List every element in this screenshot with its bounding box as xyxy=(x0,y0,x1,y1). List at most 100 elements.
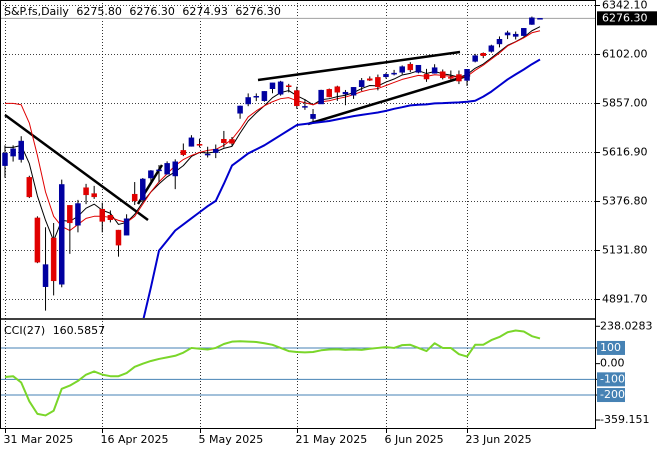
x-tick-label: 31 Mar 2025 xyxy=(4,433,74,446)
candle-body xyxy=(99,208,106,222)
candle-body xyxy=(75,203,81,226)
candle-body xyxy=(140,178,146,201)
candle-body xyxy=(294,90,300,107)
candle-body xyxy=(91,193,97,198)
y-tick-label: 0.00 xyxy=(600,357,625,370)
candle-body xyxy=(180,150,187,155)
candle-body xyxy=(375,77,381,87)
candle-body xyxy=(123,218,130,236)
candle-body xyxy=(26,177,33,198)
ohlc-high: 6276.30 xyxy=(129,5,175,18)
candle-body xyxy=(83,187,89,196)
candle-body xyxy=(415,64,422,73)
x-tick-label: 6 Jun 2025 xyxy=(385,433,444,446)
candle-body xyxy=(512,33,519,37)
level-tag xyxy=(597,388,625,403)
candle-body xyxy=(342,91,349,95)
candle-body xyxy=(42,264,49,287)
trend-line xyxy=(4,113,149,222)
x-tick-label: 21 May 2025 xyxy=(296,433,368,446)
candle-body xyxy=(172,161,178,177)
candle-body xyxy=(423,74,430,80)
candle-body xyxy=(318,89,324,105)
candle-body xyxy=(253,96,260,98)
candle-body xyxy=(399,66,405,73)
y-tick-label: 5376.80 xyxy=(602,195,648,208)
candle-body xyxy=(204,153,211,156)
candle-body xyxy=(358,80,365,87)
candle-body xyxy=(488,45,495,52)
candle-body xyxy=(188,137,195,147)
cci-last-value: 160.5857 xyxy=(53,324,106,337)
ohlc-open: 6275.80 xyxy=(76,5,122,18)
level-tag xyxy=(597,372,625,387)
candle-body xyxy=(521,28,527,36)
y-tick-label: -359.151 xyxy=(600,413,649,426)
candle-body xyxy=(439,71,446,79)
current-price-tag xyxy=(597,11,657,26)
candle-body xyxy=(334,86,341,93)
candle-body xyxy=(67,205,73,224)
y-tick-label: 100 xyxy=(600,341,621,354)
header: S&P.fs,Daily 6275.80 6276.30 6274.93 627… xyxy=(4,5,281,18)
candle-body xyxy=(2,152,8,166)
candle-body xyxy=(115,229,122,246)
candle-body xyxy=(472,55,478,62)
candle-body xyxy=(107,215,114,221)
y-tick-label: 5131.80 xyxy=(602,244,648,257)
y-tick-label: 6342.10 xyxy=(602,0,648,12)
candle-body xyxy=(34,217,41,263)
level-tag xyxy=(597,340,625,355)
x-tick-label: 5 May 2025 xyxy=(199,433,264,446)
candle-body xyxy=(302,106,308,108)
candle-body xyxy=(285,85,292,87)
candle-body xyxy=(448,77,454,79)
candle-body xyxy=(237,105,243,114)
candle-body xyxy=(164,163,170,175)
symbol: S&P.fs,Daily xyxy=(4,5,69,18)
candle-body xyxy=(10,148,16,157)
cci-panel xyxy=(1,329,595,417)
axis-layer: 31 Mar 2025 16 Apr 2025 5 May 2025 21 May 2… xyxy=(4,0,657,446)
plot-frame xyxy=(0,0,596,429)
y-tick-label: 5616.90 xyxy=(602,146,648,159)
cci-legend: CCI(27) 160.5857 xyxy=(4,324,105,337)
candle-body xyxy=(537,18,543,20)
candle-body xyxy=(221,138,227,143)
candle-body xyxy=(350,87,357,96)
candle-body xyxy=(326,89,332,98)
trend-line xyxy=(307,73,471,126)
x-tick-label: 16 Apr 2025 xyxy=(101,433,169,446)
candle-body xyxy=(277,81,284,95)
y-tick-label: 238.0283 xyxy=(600,319,653,332)
candle-body xyxy=(229,139,235,144)
candle-body xyxy=(529,17,535,25)
candle-body xyxy=(367,78,373,81)
candle-body xyxy=(383,74,389,78)
y-tick-label: -200 xyxy=(600,388,625,401)
ohlc-low: 6274.93 xyxy=(182,5,228,18)
candle-body xyxy=(310,114,316,119)
candle-body xyxy=(407,63,414,71)
candle-body xyxy=(480,53,487,56)
candle-body xyxy=(213,148,219,153)
candle-body xyxy=(464,69,470,81)
candle-body xyxy=(245,97,251,105)
candle-body xyxy=(131,193,138,202)
current-price-label: 6276.30 xyxy=(602,11,648,24)
cci-title: CCI(27) xyxy=(4,324,45,337)
candle-body xyxy=(504,32,511,36)
y-tick-label: -100 xyxy=(600,372,625,385)
y-tick-label: 6102.00 xyxy=(602,48,648,61)
candle-body xyxy=(156,169,162,172)
ohlc-close: 6276.30 xyxy=(235,5,281,18)
candle-body xyxy=(148,170,154,179)
candle-body xyxy=(261,91,268,101)
cci-line xyxy=(4,329,541,417)
candle-body xyxy=(496,39,503,45)
candle-body xyxy=(196,144,203,146)
candle-body xyxy=(431,67,438,74)
y-tick-label: 5857.00 xyxy=(602,97,648,110)
